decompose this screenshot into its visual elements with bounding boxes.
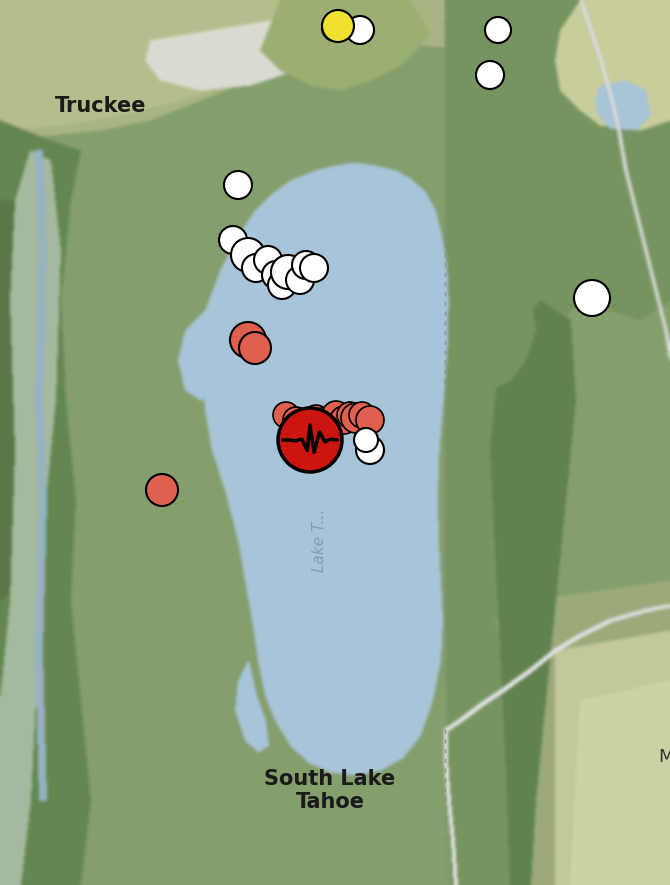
Text: Lake T...: Lake T... — [312, 508, 328, 572]
Circle shape — [356, 406, 384, 434]
Circle shape — [242, 254, 270, 282]
Circle shape — [341, 403, 371, 433]
Circle shape — [300, 254, 328, 282]
Circle shape — [322, 15, 348, 41]
Circle shape — [303, 405, 329, 431]
Circle shape — [349, 402, 375, 428]
Circle shape — [476, 61, 504, 89]
Text: Truckee: Truckee — [55, 96, 147, 116]
Circle shape — [146, 474, 178, 506]
Circle shape — [322, 401, 350, 429]
Circle shape — [224, 171, 252, 199]
Circle shape — [346, 16, 374, 44]
Circle shape — [239, 332, 271, 364]
Circle shape — [322, 10, 354, 42]
Circle shape — [313, 407, 339, 433]
Circle shape — [337, 402, 363, 428]
Text: South Lake
Tahoe: South Lake Tahoe — [265, 769, 395, 812]
Circle shape — [254, 246, 282, 274]
Text: M: M — [658, 748, 670, 766]
Circle shape — [231, 238, 265, 272]
Circle shape — [292, 251, 320, 279]
Circle shape — [262, 261, 290, 289]
Circle shape — [271, 255, 305, 289]
Circle shape — [278, 408, 342, 472]
Circle shape — [283, 407, 309, 433]
Circle shape — [268, 271, 296, 299]
Circle shape — [282, 424, 298, 440]
Circle shape — [273, 402, 299, 428]
Circle shape — [230, 322, 266, 358]
Circle shape — [286, 266, 314, 294]
Circle shape — [295, 409, 321, 435]
Circle shape — [574, 280, 610, 316]
Circle shape — [354, 428, 378, 452]
Circle shape — [330, 406, 358, 434]
Circle shape — [356, 436, 384, 464]
Circle shape — [219, 226, 247, 254]
Circle shape — [485, 17, 511, 43]
